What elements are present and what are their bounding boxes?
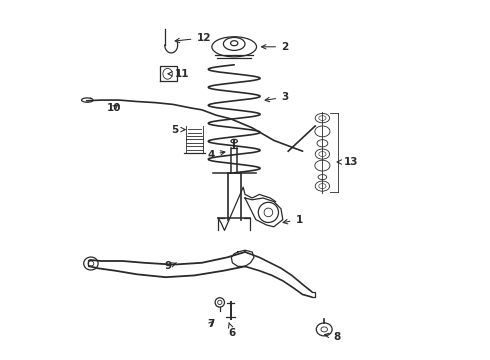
Text: 11: 11 <box>168 69 189 79</box>
Text: 6: 6 <box>228 323 236 338</box>
Text: 4: 4 <box>207 150 225 160</box>
Text: 8: 8 <box>324 332 341 342</box>
Text: 5: 5 <box>171 125 185 135</box>
Text: 12: 12 <box>175 33 211 43</box>
Text: 1: 1 <box>283 215 303 225</box>
Text: 3: 3 <box>265 92 288 102</box>
Text: 13: 13 <box>337 157 359 167</box>
Text: 10: 10 <box>106 103 121 113</box>
Text: 2: 2 <box>262 42 288 52</box>
Text: 7: 7 <box>207 319 215 329</box>
Text: 9: 9 <box>164 261 176 271</box>
